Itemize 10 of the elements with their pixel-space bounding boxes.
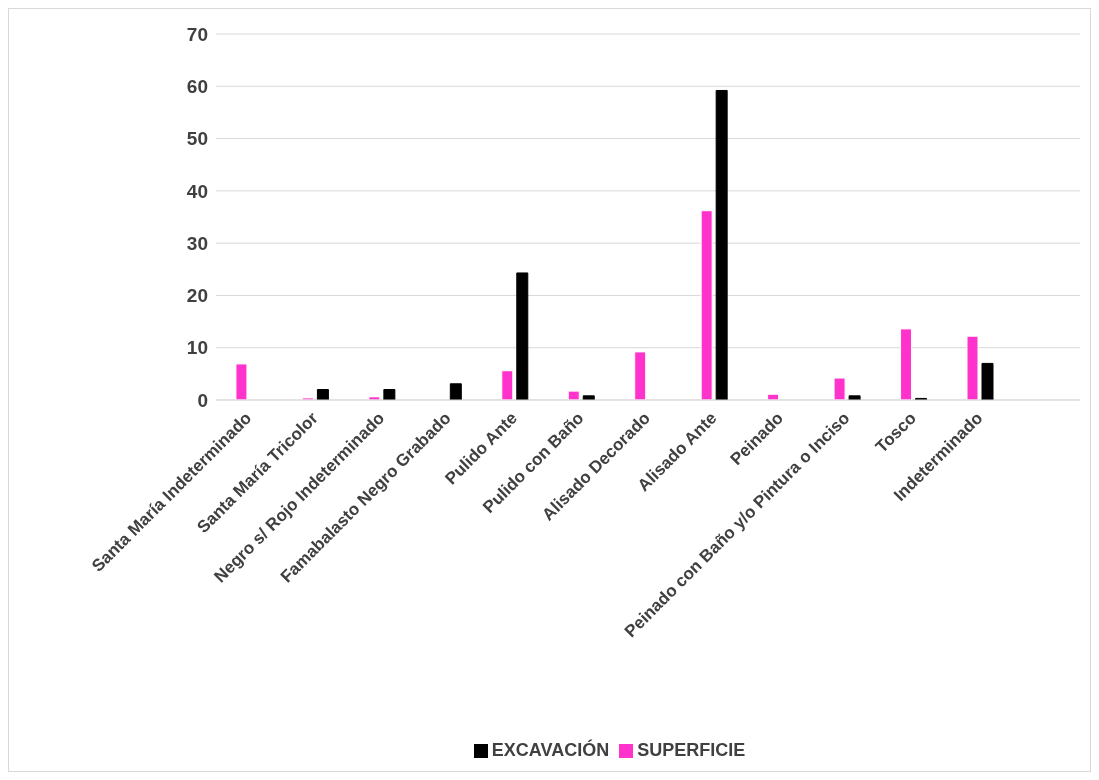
y-tick-label: 0: [197, 389, 208, 411]
y-tick-label: 40: [186, 180, 208, 202]
y-tick-label: 10: [186, 337, 208, 359]
y-tick-label: 20: [186, 285, 208, 307]
legend-label: EXCAVACIÓN: [491, 740, 610, 760]
y-tick-label: 30: [186, 232, 208, 254]
y-tick-label: 60: [186, 76, 208, 98]
y-tick-label: 50: [186, 128, 208, 150]
legend-label: SUPERFICIE: [637, 740, 746, 760]
y-tick-label: 70: [186, 23, 208, 45]
